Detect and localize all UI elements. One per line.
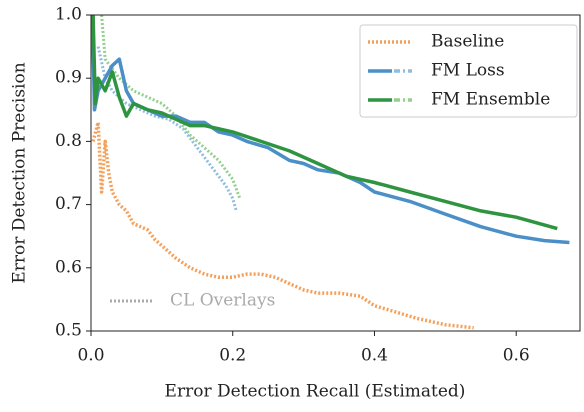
legend: Baseline FM Loss FM Ensemble bbox=[359, 24, 578, 118]
x-tick-label: 0.4 bbox=[361, 346, 388, 366]
x-tick-label: 0.2 bbox=[219, 346, 246, 366]
x-tick-label: 0.0 bbox=[77, 346, 104, 366]
x-axis-label: Error Detection Recall (Estimated) bbox=[165, 382, 466, 402]
plot-frame bbox=[90, 14, 581, 332]
y-tick-label: 1.0 bbox=[55, 5, 82, 25]
series-line bbox=[91, 14, 558, 231]
series-line bbox=[90, 14, 570, 245]
y-tick-label: 0.8 bbox=[55, 131, 82, 151]
x-tick-label: 0.6 bbox=[503, 346, 530, 366]
y-tick-label: 0.6 bbox=[55, 257, 82, 277]
overlay-line bbox=[100, 14, 242, 199]
y-tick-label: 0.5 bbox=[55, 321, 82, 341]
legend-label: Baseline bbox=[431, 32, 504, 52]
y-tick-label: 0.7 bbox=[55, 194, 82, 214]
overlay-label: CL Overlays bbox=[170, 291, 275, 311]
y-tick-label: 0.9 bbox=[55, 68, 82, 88]
y-axis-label: Error Detection Precision bbox=[10, 62, 30, 283]
legend-box bbox=[359, 24, 578, 118]
legend-label: FM Loss bbox=[431, 61, 505, 81]
legend-label: FM Ensemble bbox=[431, 90, 550, 110]
series-line bbox=[91, 120, 474, 330]
